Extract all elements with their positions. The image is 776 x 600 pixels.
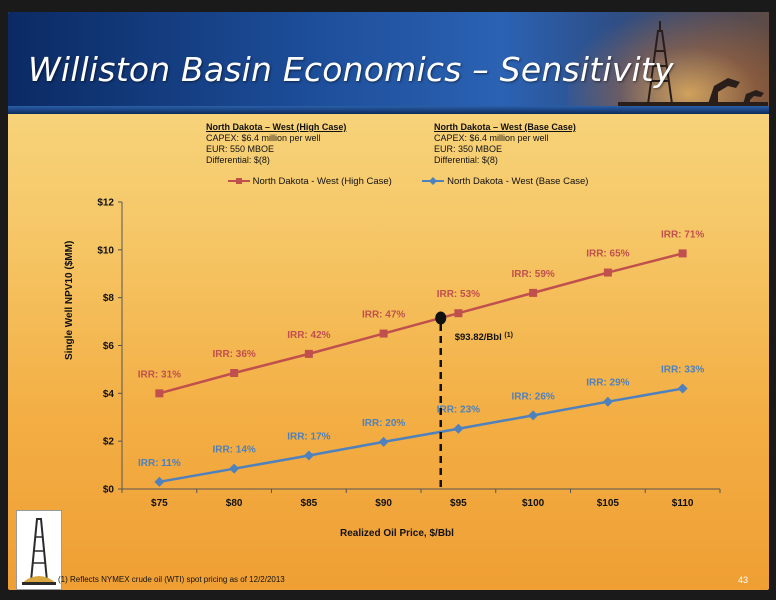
high-case-info: North Dakota – West (High Case) CAPEX: $… <box>206 122 346 166</box>
data-point-high <box>678 249 687 258</box>
slide-frame: Williston Basin Economics – Sensitivity … <box>8 12 769 590</box>
irr-label-high: IRR: 71% <box>661 229 704 240</box>
price-marker-dot <box>435 311 447 325</box>
irr-label-base: IRR: 23% <box>437 405 480 416</box>
irr-label-base: IRR: 11% <box>138 458 181 469</box>
data-point-base <box>378 436 389 447</box>
base-case-info: North Dakota – West (Base Case) CAPEX: $… <box>434 122 576 166</box>
base-case-eur: EUR: 350 MBOE <box>434 144 503 154</box>
data-point-high <box>155 389 164 398</box>
data-point-high <box>304 349 313 358</box>
x-tick-label: $85 <box>301 498 318 509</box>
x-axis-label: Realized Oil Price, $/Bbl <box>340 528 454 539</box>
y-tick-label: $6 <box>103 341 115 352</box>
data-point-base <box>229 463 240 474</box>
irr-label-base: IRR: 20% <box>362 418 405 429</box>
footnote: (1) Reflects NYMEX crude oil (WTI) spot … <box>58 575 285 584</box>
data-point-base <box>303 450 314 461</box>
data-point-high <box>454 309 463 318</box>
irr-label-high: IRR: 65% <box>586 249 629 260</box>
high-case-eur: EUR: 550 MBOE <box>206 144 275 154</box>
x-tick-label: $90 <box>375 498 392 509</box>
header-band <box>8 106 769 114</box>
y-tick-label: $0 <box>103 485 115 496</box>
base-case-capex: CAPEX: $6.4 million per well <box>434 133 549 143</box>
irr-label-base: IRR: 33% <box>661 365 704 376</box>
y-tick-label: $2 <box>103 437 115 448</box>
data-point-base <box>453 423 464 434</box>
high-case-heading: North Dakota – West (High Case) <box>206 122 347 132</box>
legend-label-high: North Dakota - West (High Case) <box>252 176 392 187</box>
x-tick-label: $95 <box>450 498 467 509</box>
x-tick-label: $105 <box>597 498 620 509</box>
legend-item-base: North Dakota - West (Base Case) <box>422 176 588 187</box>
y-axis-label: Single Well NPV10 ($MM) <box>64 240 75 360</box>
data-point-high <box>603 268 612 277</box>
data-point-base <box>154 476 165 487</box>
high-case-differential: Differential: $(8) <box>206 155 270 165</box>
oil-rig-silhouette-icon <box>618 21 768 106</box>
irr-label-high: IRR: 59% <box>511 269 554 280</box>
data-point-base <box>528 410 539 421</box>
irr-label-base: IRR: 17% <box>287 432 330 443</box>
y-tick-label: $10 <box>97 245 114 256</box>
irr-label-high: IRR: 31% <box>138 369 181 380</box>
irr-label-high: IRR: 53% <box>437 289 480 300</box>
company-logo <box>16 510 62 590</box>
data-point-high <box>379 329 388 338</box>
x-tick-label: $80 <box>226 498 243 509</box>
x-tick-label: $110 <box>672 498 694 509</box>
y-tick-label: $4 <box>103 389 115 400</box>
price-marker-footnote-ref: (1) <box>504 332 513 339</box>
irr-label-base: IRR: 29% <box>586 378 629 389</box>
data-point-base <box>602 396 613 407</box>
base-case-differential: Differential: $(8) <box>434 155 498 165</box>
series-line-high <box>159 252 683 395</box>
slide-title: Williston Basin Economics – Sensitivity <box>28 50 674 89</box>
page-number: 43 <box>738 575 749 585</box>
irr-label-high: IRR: 36% <box>212 349 255 360</box>
base-case-heading: North Dakota – West (Base Case) <box>434 122 576 132</box>
legend-item-high: North Dakota - West (High Case) <box>228 176 392 187</box>
y-tick-label: $12 <box>97 198 114 209</box>
high-case-capex: CAPEX: $6.4 million per well <box>206 133 321 143</box>
header-photo <box>568 12 769 114</box>
irr-label-base: IRR: 14% <box>212 445 255 456</box>
price-marker-label: $93.82/Bbl (1) <box>455 332 513 343</box>
irr-label-high: IRR: 42% <box>287 330 330 341</box>
series-line-base <box>159 387 683 484</box>
x-tick-label: $100 <box>522 498 545 509</box>
derrick-logo-icon <box>22 518 56 585</box>
data-point-base <box>677 383 688 394</box>
legend-swatch-base <box>422 177 445 186</box>
legend-label-base: North Dakota - West (Base Case) <box>447 176 589 187</box>
legend-swatch-high <box>228 178 250 185</box>
irr-label-base: IRR: 26% <box>511 391 554 402</box>
header-banner: Williston Basin Economics – Sensitivity <box>8 12 769 114</box>
x-tick-label: $75 <box>151 498 168 509</box>
data-point-high <box>230 369 239 378</box>
chart-legend: North Dakota - West (High Case) North Da… <box>228 176 616 187</box>
data-point-high <box>529 288 538 297</box>
y-tick-label: $8 <box>103 293 115 304</box>
irr-label-high: IRR: 47% <box>362 310 405 321</box>
